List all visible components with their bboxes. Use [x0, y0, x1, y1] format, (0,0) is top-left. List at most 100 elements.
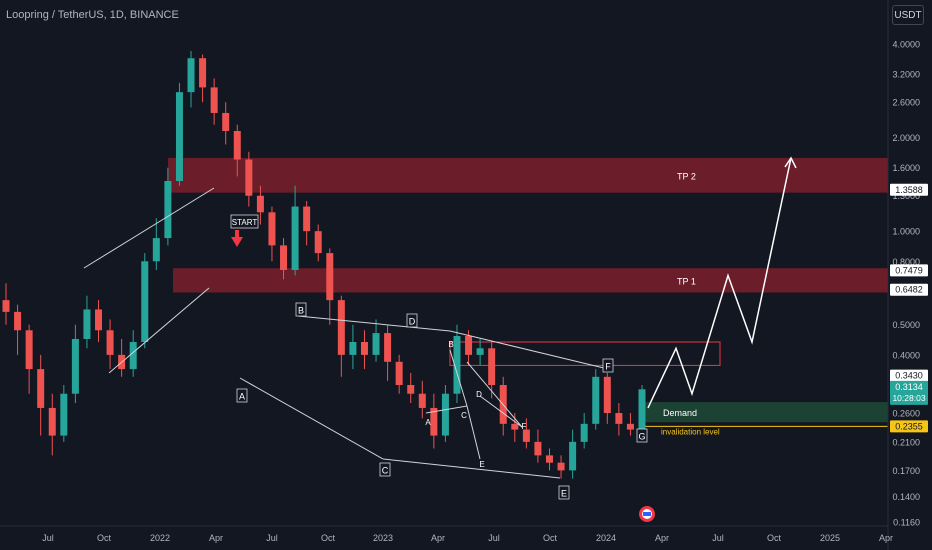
candle-body [337, 300, 345, 355]
pattern-line [239, 377, 384, 460]
candle-body [175, 92, 183, 181]
pattern-line [449, 349, 468, 407]
candle-body [48, 407, 56, 436]
price-tag-bg [890, 380, 928, 405]
wave-label-d: D [409, 317, 416, 327]
candle-body [395, 361, 403, 386]
candle-body [210, 87, 218, 113]
candle-body [453, 336, 461, 394]
candle-body [372, 333, 380, 355]
candle-body [603, 376, 611, 414]
y-tick-label: 3.2000 [892, 70, 920, 80]
price-tag-label: 0.3134 [895, 382, 923, 392]
wave-box [236, 388, 248, 403]
inner-wave-label-a: A [425, 418, 431, 427]
candle-body [557, 462, 565, 471]
pattern-line [83, 187, 215, 269]
time-axis[interactable]: Jul Oct 2022 Apr Jul Oct 2023 Apr Jul Oct 2024 Apr J… [42, 533, 893, 543]
candle-body [441, 393, 449, 436]
logo-icon[interactable] [639, 506, 655, 522]
inner-wave-label-f: F [522, 422, 527, 431]
y-tick-label: 1.6000 [892, 163, 920, 173]
price-tag-bg [890, 183, 928, 196]
candle-body [430, 407, 438, 436]
pattern-line [297, 315, 451, 332]
wave-box [558, 485, 570, 500]
wave-label-g: G [638, 432, 645, 442]
x-tick-label: 2022 [150, 533, 170, 543]
projection-path [647, 157, 792, 409]
invalidation-label: invalidation level [661, 427, 720, 436]
candle-body [152, 238, 160, 262]
candle-body [303, 206, 311, 232]
pattern-line [382, 458, 561, 479]
projection-arrowhead [784, 156, 797, 169]
inner-wave-label-c: C [461, 411, 467, 420]
price-tag-countdown: 10:28:03 [892, 393, 925, 403]
x-tick-label: 2024 [596, 533, 616, 543]
candle-body [280, 245, 288, 271]
zone-label: TP 1 [677, 276, 696, 286]
price-axis[interactable]: 4.0000 3.2000 2.6000 2.0000 1.6000 1.3000 1.00… [892, 40, 920, 528]
candle-body [522, 429, 530, 442]
inner-wave-label-b: B [448, 340, 453, 349]
pattern-line [466, 405, 481, 460]
x-tick-label: 2023 [373, 533, 393, 543]
candle-body [164, 180, 172, 239]
y-tick-label: 0.8000 [892, 257, 920, 267]
x-tick-label: Oct [97, 533, 112, 543]
zones-layer: TP 2 TP 1 Demand invalidation level [168, 157, 888, 436]
candle-body [245, 159, 253, 196]
zone-tp2 [168, 157, 888, 193]
y-tick-label: 0.2100 [892, 437, 920, 447]
y-tick-label: 0.1160 [893, 518, 920, 528]
candle-body [25, 330, 33, 370]
y-tick-label: 1.3000 [892, 191, 920, 201]
wave-box [379, 462, 391, 477]
x-tick-label: Jul [42, 533, 54, 543]
y-tick-label: 2.0000 [892, 133, 920, 143]
candle-body [488, 348, 496, 386]
candle-body [233, 130, 241, 160]
x-tick-label: Jul [712, 533, 724, 543]
zone-red-box [449, 341, 721, 366]
candle-body [187, 58, 195, 93]
zone-tp1 [173, 268, 888, 293]
x-tick-label: Jul [266, 533, 278, 543]
price-tag-label: 0.3430 [895, 371, 923, 381]
candle-body [268, 212, 276, 246]
x-tick-label: Oct [543, 533, 558, 543]
y-tick-label: 0.1400 [892, 492, 920, 502]
candle-body [291, 206, 299, 271]
chart-title: Loopring / TetherUS, 1D, BINANCE [6, 9, 179, 21]
candle-body [106, 330, 114, 355]
wave-label-f: F [605, 362, 611, 372]
wave-label-b: B [298, 306, 304, 316]
labels-layer: A B C D E F G A B C D E F START [230, 214, 648, 500]
pattern-line [425, 405, 468, 414]
currency-button[interactable]: USDT [892, 5, 924, 25]
y-tick-label: 4.0000 [892, 40, 920, 50]
candle-body [71, 338, 79, 394]
zone-label: TP 2 [677, 171, 696, 181]
candle-body [465, 336, 473, 355]
start-arrow-shaft [235, 230, 239, 238]
pattern-line [479, 395, 523, 428]
x-tick-label: Oct [321, 533, 336, 543]
candle-body [592, 376, 600, 424]
wave-box [602, 358, 614, 373]
candle-body [360, 342, 368, 355]
pattern-line [108, 287, 210, 374]
x-tick-label: 2025 [820, 533, 840, 543]
wave-label-c: C [382, 466, 389, 476]
y-tick-label: 0.5000 [892, 320, 920, 330]
x-tick-label: Apr [431, 533, 445, 543]
candle-body [60, 393, 68, 436]
price-tag-bg [890, 420, 928, 433]
candle-body [476, 348, 484, 355]
wave-box [406, 313, 418, 328]
candle-body [95, 309, 103, 331]
start-box [230, 214, 259, 229]
y-tick-label: 0.1700 [892, 466, 920, 476]
